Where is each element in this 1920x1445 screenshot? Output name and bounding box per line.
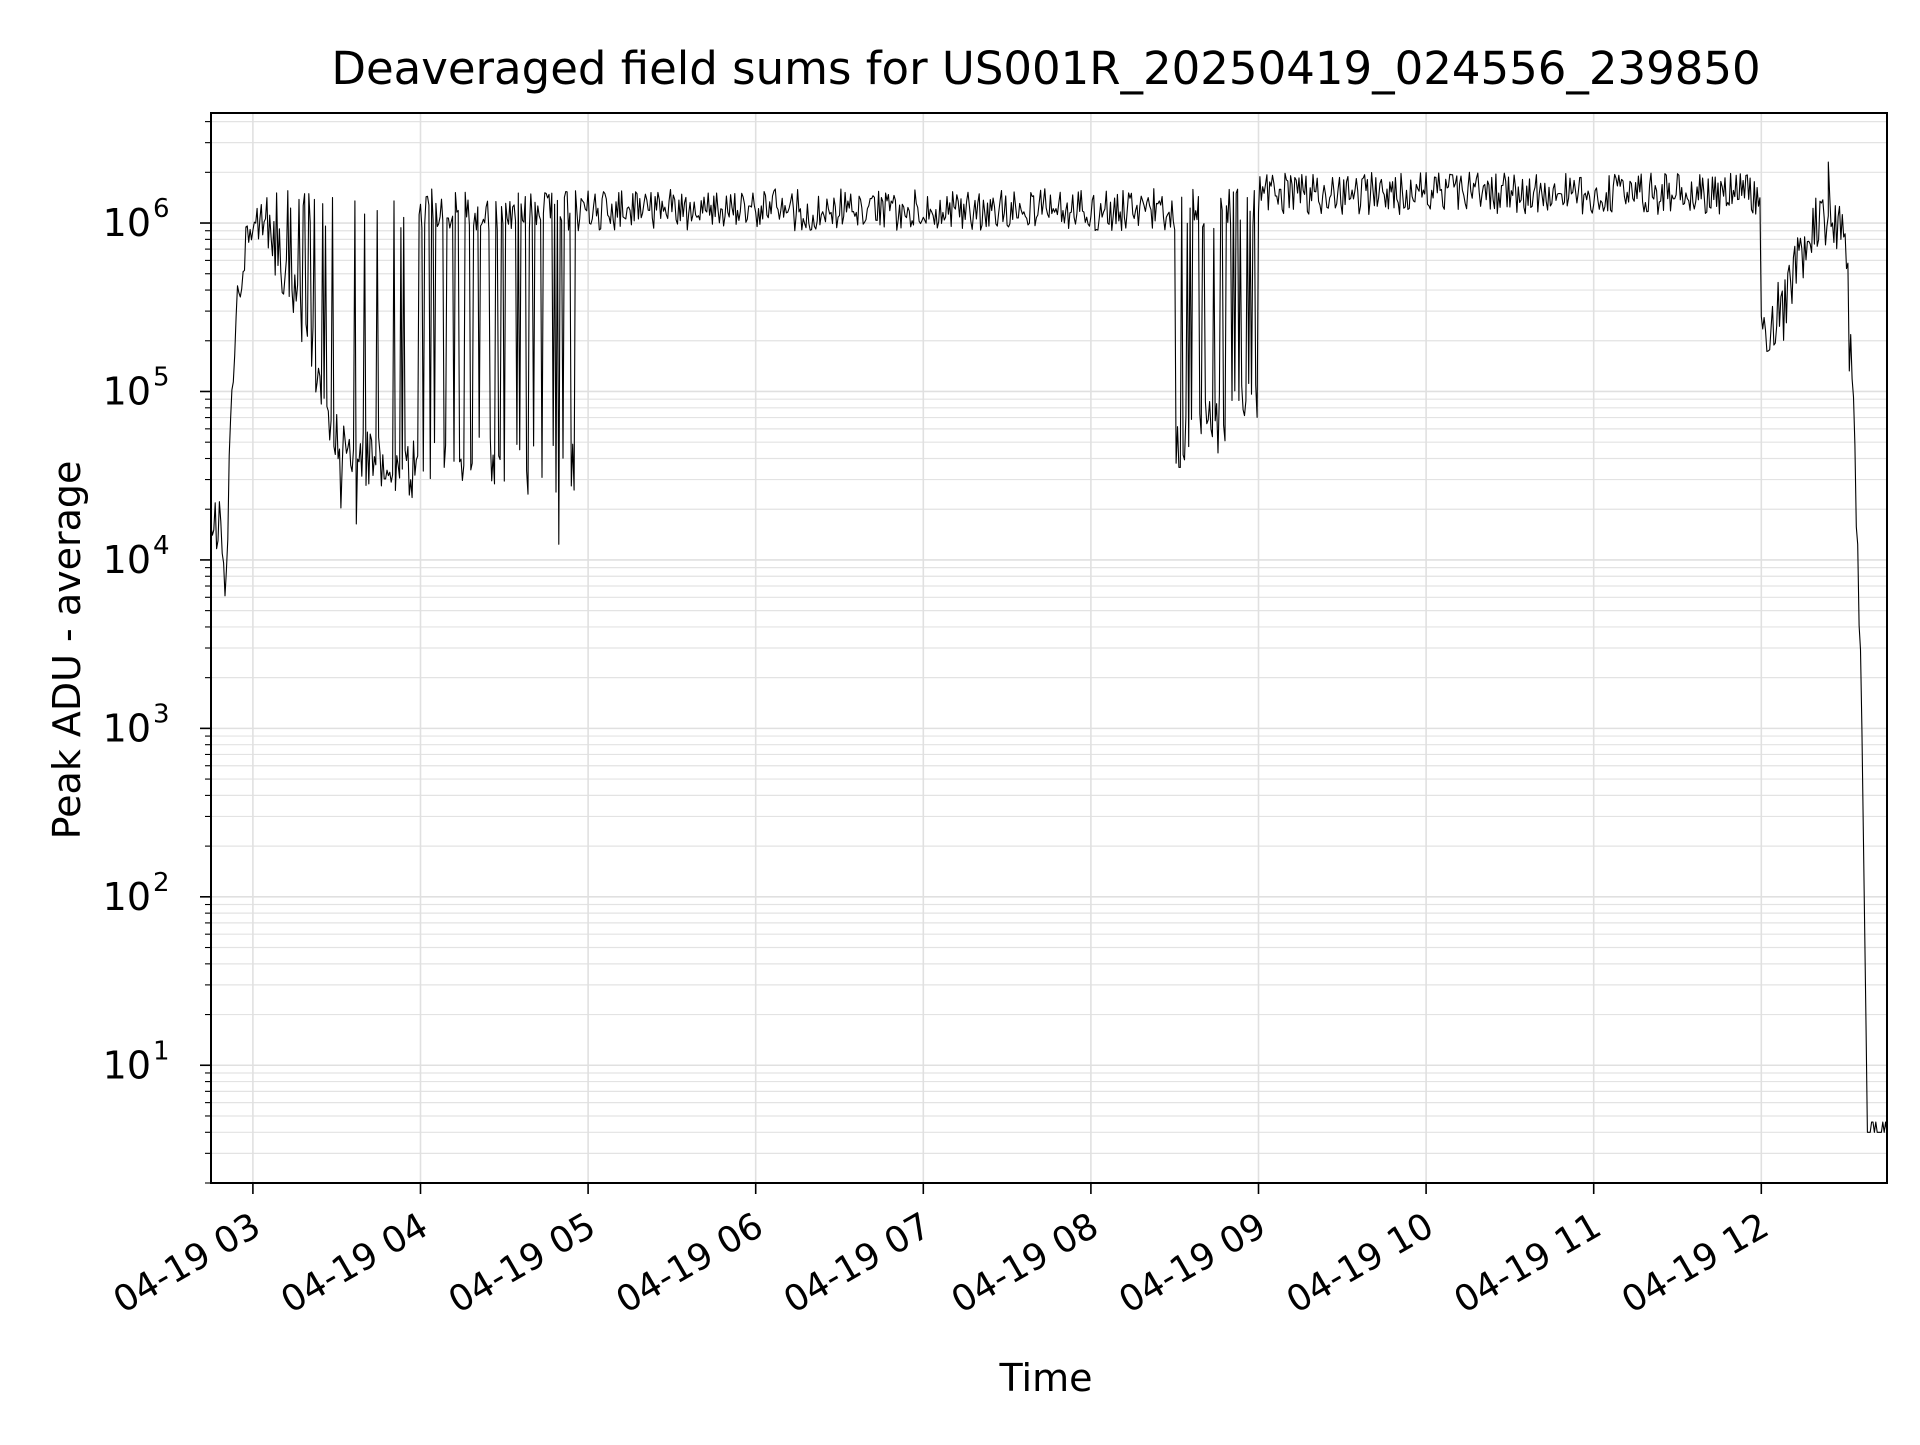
y-tick-label: 10 — [103, 875, 151, 919]
y-tick-label: 10 — [103, 369, 151, 413]
y-tick-label-exponent: 6 — [153, 194, 170, 224]
y-tick-label-exponent: 1 — [153, 1036, 170, 1066]
x-axis-label: Time — [999, 1356, 1093, 1400]
y-axis-label: Peak ADU - average — [45, 461, 89, 840]
y-tick-label-exponent: 4 — [153, 531, 170, 561]
y-tick-label-exponent: 3 — [153, 699, 170, 729]
gridlines — [211, 113, 1887, 1184]
y-tick-label: 10 — [103, 1043, 151, 1087]
y-tick-label-exponent: 5 — [153, 362, 170, 392]
y-tick-label: 10 — [103, 706, 151, 750]
y-tick-label: 10 — [103, 538, 151, 582]
series-line — [211, 161, 1887, 1133]
chart-title: Deaveraged field sums for US001R_2025041… — [331, 42, 1760, 95]
y-tick-label: 10 — [103, 201, 151, 245]
series-layer — [211, 161, 1887, 1133]
y-tick-label-exponent: 2 — [153, 868, 170, 898]
